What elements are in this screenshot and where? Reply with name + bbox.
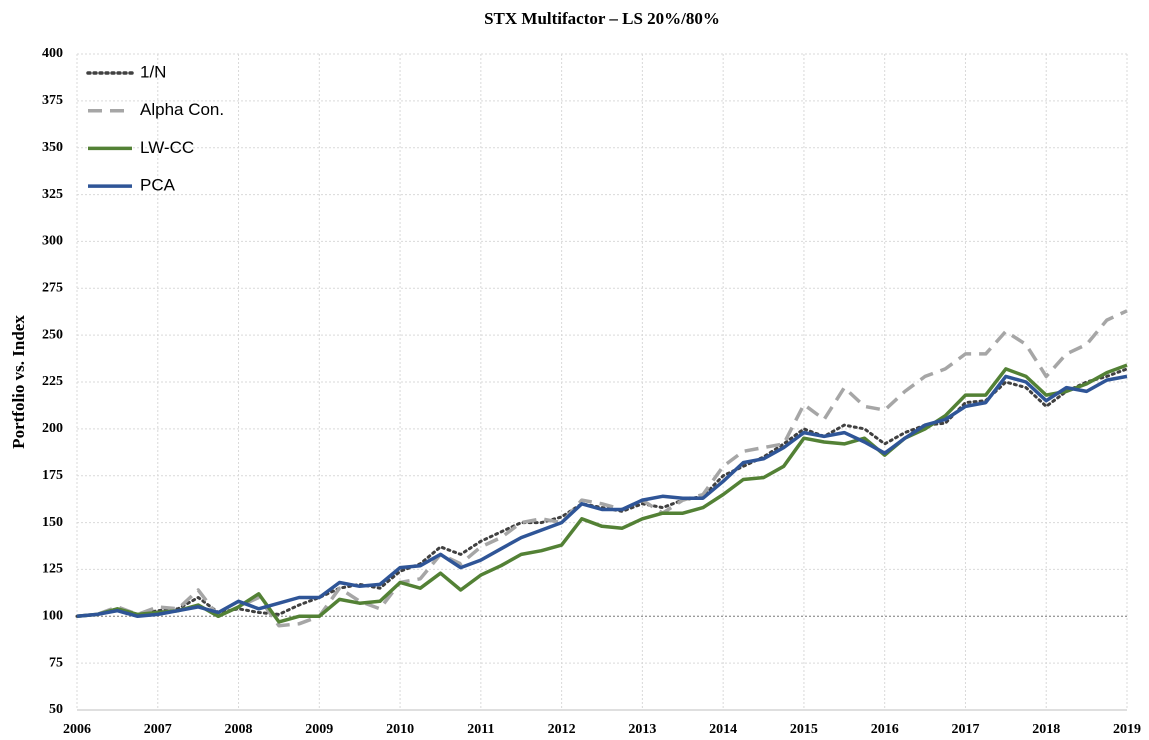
x-tick-label: 2006 — [63, 722, 91, 737]
y-tick-label: 175 — [42, 468, 63, 483]
y-tick-label: 400 — [42, 46, 63, 61]
chart-title: STX Multifactor – LS 20%/80% — [484, 9, 720, 28]
x-tick-label: 2018 — [1032, 722, 1060, 737]
y-tick-label: 350 — [42, 140, 63, 155]
y-tick-label: 275 — [42, 281, 63, 296]
x-tick-label: 2009 — [305, 722, 333, 737]
x-tick-label: 2008 — [225, 722, 253, 737]
x-tick-label: 2019 — [1113, 722, 1141, 737]
x-tick-label: 2010 — [386, 722, 414, 737]
x-tick-label: 2011 — [467, 722, 494, 737]
x-tick-label: 2007 — [144, 722, 172, 737]
x-tick-label: 2012 — [548, 722, 576, 737]
y-tick-label: 200 — [42, 421, 63, 436]
y-tick-label: 300 — [42, 234, 63, 249]
y-axis-label: Portfolio vs. Index — [9, 315, 28, 449]
y-tick-label: 225 — [42, 374, 63, 389]
y-tick-label: 250 — [42, 327, 63, 342]
series-line — [76, 363, 1128, 624]
y-tick-label: 150 — [42, 515, 63, 530]
legend-label: 1/N — [140, 62, 166, 81]
legend-label: PCA — [140, 176, 176, 195]
x-tick-label: 2013 — [628, 722, 656, 737]
legend-label: Alpha Con. — [140, 100, 224, 119]
series-line — [76, 309, 1128, 628]
x-tick-label: 2014 — [709, 722, 737, 737]
y-tick-label: 325 — [42, 187, 63, 202]
y-tick-label: 375 — [42, 93, 63, 108]
x-tick-label: 2017 — [951, 722, 979, 737]
legend-label: LW-CC — [140, 138, 194, 157]
x-tick-label: 2015 — [790, 722, 818, 737]
y-tick-label: 125 — [42, 562, 63, 577]
x-tick-label: 2016 — [871, 722, 899, 737]
y-tick-label: 100 — [42, 609, 63, 624]
y-tick-label: 75 — [49, 655, 63, 670]
series-line — [76, 374, 1128, 619]
y-tick-label: 50 — [49, 702, 63, 717]
